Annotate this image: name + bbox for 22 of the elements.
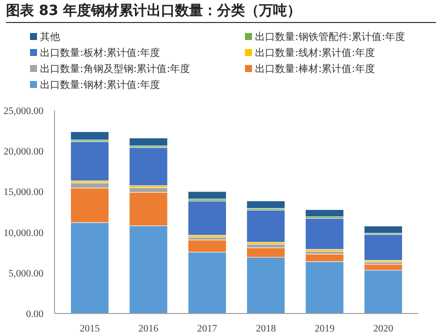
x-tick-label: 2020: [373, 324, 394, 334]
legend-label: 出口数量:棒材:累计值:年度: [254, 62, 376, 76]
y-tick-label: 25,000.00: [4, 106, 44, 117]
bar: [188, 191, 226, 200]
legend-label: 出口数量:角钢及型钢:累计值:年度: [39, 62, 192, 76]
y-tick-label: 15,000.00: [4, 187, 44, 198]
x-tick-label: 2018: [256, 324, 276, 334]
legend-label: 出口数量:板材:累计值:年度: [39, 46, 162, 60]
chart-title: 图表 83 年度钢材累计出口数量：分类（万吨）: [6, 2, 436, 23]
x-tick-label: 2015: [80, 324, 100, 334]
legend-label: 其他: [39, 30, 61, 44]
legend-label: 出口数量:钢铁管配件:累计值:年度: [254, 30, 406, 44]
x-tick-label: 2016: [138, 324, 158, 334]
bar: [188, 200, 226, 236]
y-tick-label: 5,000.00: [8, 268, 44, 280]
y-tick-label: 20,000.00: [4, 146, 44, 158]
x-tick-label: 2017: [197, 324, 218, 334]
legend-label: 出口数量:钢材:累计值:年度: [39, 78, 162, 92]
y-tick-label: 10,000.00: [4, 228, 44, 239]
y-tick-label: 0.00: [26, 309, 44, 320]
legend-label: 出口数量:线材:累计值:年度: [254, 46, 376, 60]
x-tick-label: 2019: [314, 324, 335, 334]
